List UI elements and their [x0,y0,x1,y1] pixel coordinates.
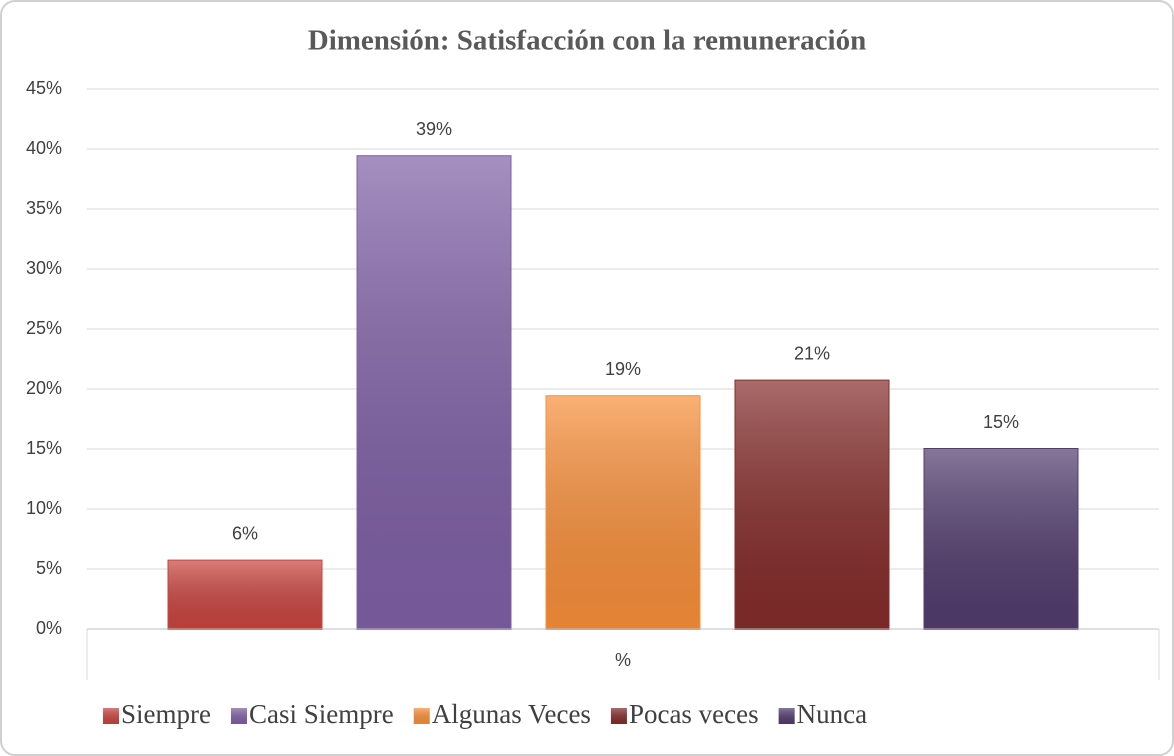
y-tick-label: 0% [36,618,62,638]
y-tick-label: 25% [26,318,62,338]
y-tick-label: 20% [26,378,62,398]
legend-marker-shine [103,708,119,724]
bar-shine [357,156,511,629]
x-tick-label: % [615,650,631,670]
data-label: 39% [416,119,452,139]
y-tick-label: 30% [26,258,62,278]
legend-label: Casi Siempre [249,699,394,729]
bar-shine [168,560,322,629]
y-tick-label: 5% [36,558,62,578]
legend-marker-shine [778,708,795,724]
data-label: 6% [232,523,258,543]
chart-title: Dimensión: Satisfacción con la remunerac… [308,25,867,57]
y-tick-label: 40% [26,138,62,158]
data-label: 19% [605,359,641,379]
legend-marker-shine [413,708,430,724]
y-tick-label: 45% [26,78,62,98]
legend-label: Pocas veces [629,699,759,729]
y-tick-label: 15% [26,438,62,458]
bar-shine [735,380,889,629]
y-tick-label: 35% [26,198,62,218]
legend-label: Siempre [121,699,211,729]
bar-shine [924,449,1078,629]
legend-marker-shine [610,708,627,724]
y-tick-label: 10% [26,498,62,518]
data-label: 21% [794,343,830,363]
data-label: 15% [983,412,1019,432]
bar-shine [546,396,700,629]
legend-label: Algunas Veces [432,699,591,729]
legend-label: Nunca [797,699,867,729]
legend-marker-shine [230,708,247,724]
